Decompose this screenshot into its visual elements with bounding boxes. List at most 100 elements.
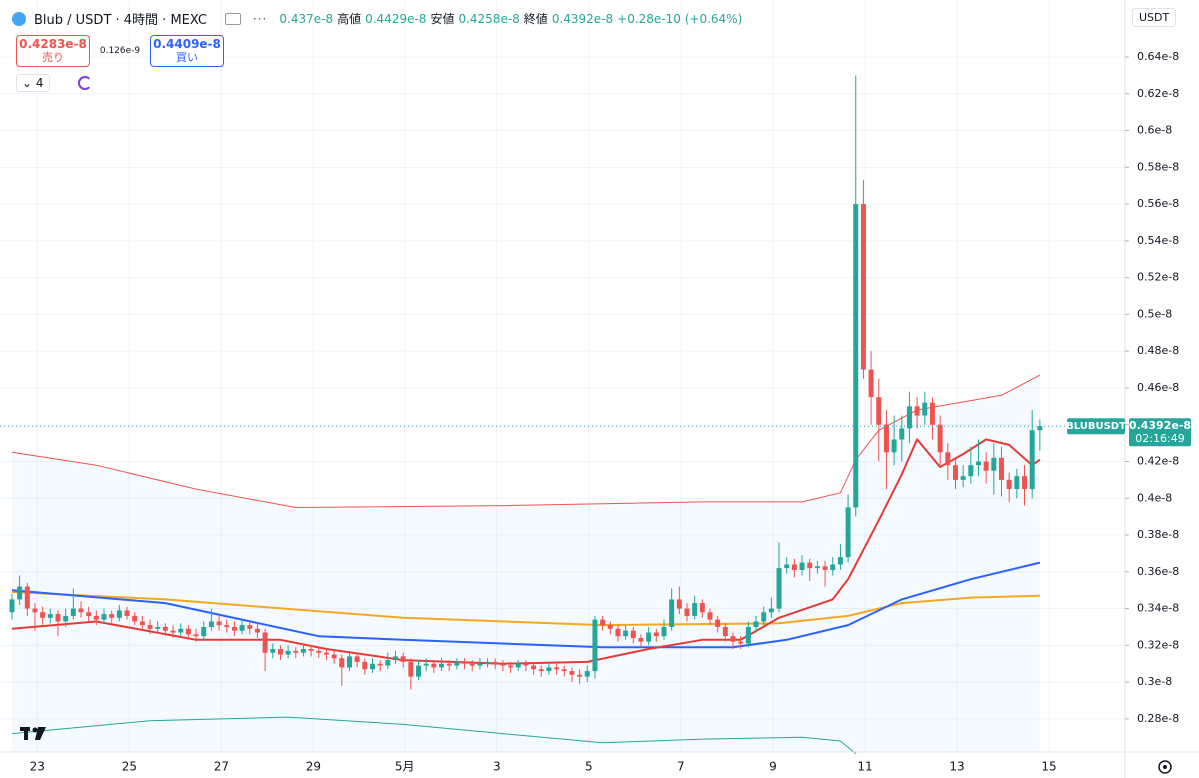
candle-body: [937, 424, 943, 453]
candle-body: [508, 665, 514, 668]
spread: 0.126e-9: [99, 46, 141, 56]
candle-body: [132, 615, 138, 622]
high-label: 高値: [337, 12, 362, 26]
x-tick-label: 5月: [395, 760, 415, 774]
currency-button[interactable]: USDT: [1132, 8, 1177, 27]
candle-body: [239, 625, 245, 631]
visibility-icon[interactable]: [224, 12, 241, 25]
indicators-toggle[interactable]: ⌄ 4: [16, 74, 50, 92]
candle-body: [124, 610, 130, 616]
candle-body: [346, 656, 352, 668]
candle-body: [584, 671, 590, 677]
candle-body: [101, 614, 107, 620]
candle-body: [300, 649, 306, 653]
candle-body: [431, 663, 437, 668]
candle-body: [247, 625, 253, 629]
candle-body: [983, 461, 989, 471]
buy-label[interactable]: 買い: [176, 51, 198, 64]
x-tick-label: 27: [214, 760, 229, 774]
candle-body: [975, 461, 981, 466]
x-tick-label: 25: [122, 760, 137, 774]
buy-price[interactable]: 0.4409e-8: [153, 37, 221, 51]
candle-body: [991, 457, 997, 471]
candle-body: [554, 667, 560, 670]
candle-body: [684, 608, 690, 616]
candle-body: [224, 625, 230, 627]
band-fill: [12, 375, 1040, 752]
candle-body: [592, 619, 598, 672]
logo-part: [24, 727, 28, 740]
candle-body: [638, 638, 644, 642]
candle-body: [945, 452, 951, 466]
candle-body: [9, 599, 15, 613]
x-tick-label: 5: [585, 760, 593, 774]
candle-body: [55, 614, 61, 622]
candle-body: [753, 621, 759, 627]
candle-body: [185, 628, 191, 635]
settings-icon[interactable]: [1163, 765, 1167, 769]
candle-body: [960, 476, 966, 480]
candle-body: [876, 397, 882, 425]
candle-body: [408, 661, 414, 677]
candle-body: [814, 566, 820, 569]
candle-body: [17, 586, 23, 600]
sell-button[interactable]: 0.4283e-8 売り: [16, 35, 90, 67]
candle-body: [715, 619, 721, 627]
candle-body: [707, 612, 713, 620]
candle-body: [922, 402, 928, 416]
candle-body: [254, 628, 260, 633]
candle-body: [600, 619, 606, 626]
candle-body: [70, 608, 76, 616]
candle-body: [446, 663, 452, 666]
candle-body: [837, 557, 843, 565]
candle-body: [860, 204, 866, 370]
x-tick-label: 11: [857, 760, 872, 774]
indicators: ⌄ 4: [16, 74, 92, 92]
candle-body: [669, 599, 675, 627]
trade-panel: 0.4283e-8 売り 0.126e-9 0.4409e-8 買い: [16, 35, 224, 67]
sell-price[interactable]: 0.4283e-8: [19, 37, 87, 51]
candle-body: [492, 661, 498, 664]
candle-body: [699, 603, 705, 613]
x-tick-label: 9: [769, 760, 777, 774]
candle-body: [523, 663, 529, 666]
candle-body: [999, 457, 1005, 480]
indicator-line: [11, 716, 857, 755]
candle-body: [807, 562, 813, 569]
sell-label[interactable]: 売り: [42, 51, 64, 64]
y-tick-label: 0.5e-8: [1137, 307, 1172, 320]
indicators-count[interactable]: 4: [35, 76, 44, 90]
candle-body: [469, 663, 475, 666]
candle-body: [47, 614, 53, 618]
candle-body: [531, 665, 537, 670]
candle-body: [738, 641, 744, 644]
candle-body: [768, 608, 774, 613]
candle-body: [615, 628, 621, 637]
candle-body: [761, 612, 767, 622]
candle-body: [170, 630, 176, 633]
candle-body: [830, 564, 836, 570]
candle-body: [538, 669, 544, 672]
buy-button[interactable]: 0.4409e-8 買い: [150, 35, 224, 67]
candle-body: [400, 656, 406, 662]
settings-button[interactable]: [1158, 760, 1172, 774]
candle-body: [914, 406, 920, 416]
candle-body: [1006, 479, 1012, 490]
settings-icon[interactable]: [1158, 760, 1172, 774]
y-tick-label: 0.58e-8: [1137, 160, 1179, 173]
price-tag: [1129, 418, 1191, 447]
candle-body: [423, 663, 429, 666]
candle-body: [293, 650, 299, 653]
refresh-icon[interactable]: [77, 76, 92, 90]
tv-logo: [20, 727, 46, 740]
candle-body: [577, 674, 583, 677]
candle-body: [193, 634, 199, 637]
candle-body: [569, 671, 575, 675]
high-value: 0.4429e-8: [365, 11, 427, 26]
candle-body: [1014, 476, 1020, 490]
more-icon[interactable]: ···: [252, 11, 268, 26]
candle-body: [93, 615, 99, 620]
candle-body: [722, 626, 728, 637]
candle-body: [40, 612, 46, 618]
